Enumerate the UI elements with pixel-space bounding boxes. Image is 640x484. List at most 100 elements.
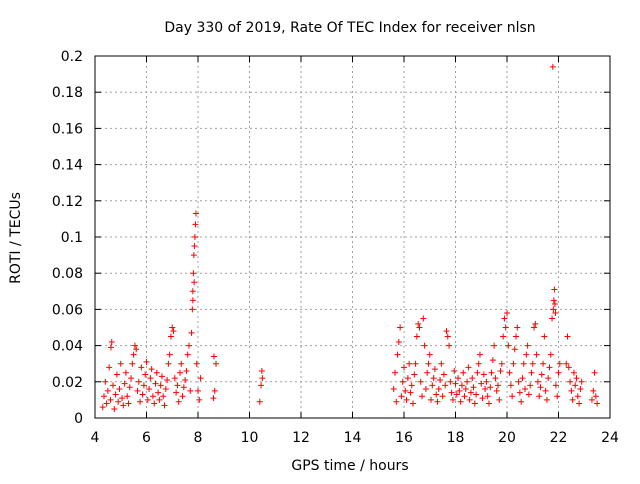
data-point xyxy=(211,387,218,394)
y-axis-label: ROTI / TECUs xyxy=(8,192,24,284)
data-point xyxy=(179,393,186,400)
data-point xyxy=(131,342,138,349)
data-point xyxy=(496,396,503,403)
data-point xyxy=(160,393,167,400)
data-point xyxy=(469,375,476,382)
data-point xyxy=(166,351,173,358)
data-point xyxy=(126,384,133,391)
data-point xyxy=(541,333,548,340)
data-point xyxy=(133,346,140,353)
data-point xyxy=(422,386,429,393)
data-point xyxy=(415,320,422,327)
data-point xyxy=(466,396,473,403)
data-point xyxy=(189,297,196,304)
data-point xyxy=(394,351,401,358)
data-point xyxy=(482,386,489,393)
x-tick-label: 16 xyxy=(395,430,413,446)
data-point xyxy=(519,375,526,382)
data-point xyxy=(507,382,514,389)
data-point xyxy=(106,364,113,371)
data-point xyxy=(176,369,183,376)
data-point xyxy=(138,364,145,371)
data-point xyxy=(461,393,468,400)
data-point xyxy=(191,279,198,286)
data-point xyxy=(500,333,507,340)
data-point xyxy=(531,324,538,331)
data-point xyxy=(447,378,454,385)
data-point xyxy=(103,400,110,407)
data-point xyxy=(185,342,192,349)
data-point xyxy=(124,393,131,400)
y-tick-label: 0.06 xyxy=(52,302,83,318)
data-point xyxy=(173,389,180,396)
data-point xyxy=(107,396,114,403)
data-point xyxy=(540,360,547,367)
data-point xyxy=(125,400,132,407)
data-point xyxy=(122,369,129,376)
data-point xyxy=(493,387,500,394)
data-point xyxy=(134,387,141,394)
data-point xyxy=(550,297,557,304)
data-point xyxy=(478,380,485,387)
data-point xyxy=(182,376,189,383)
data-point xyxy=(435,386,442,393)
data-point xyxy=(514,324,521,331)
data-point xyxy=(524,342,531,349)
data-point xyxy=(184,351,191,358)
data-point xyxy=(545,375,552,382)
data-point xyxy=(505,342,512,349)
data-point xyxy=(510,360,517,367)
data-point xyxy=(117,360,124,367)
data-point xyxy=(112,391,119,398)
data-point xyxy=(158,373,165,380)
data-point xyxy=(404,375,411,382)
y-tick-label: 0.18 xyxy=(52,85,83,101)
data-point xyxy=(433,391,440,398)
data-point xyxy=(107,344,114,351)
data-point xyxy=(180,384,187,391)
data-point xyxy=(537,384,544,391)
data-point xyxy=(448,389,455,396)
data-point xyxy=(188,329,195,336)
data-point xyxy=(536,393,543,400)
data-point xyxy=(120,402,127,409)
data-point xyxy=(104,387,111,394)
x-tick-label: 14 xyxy=(344,430,362,446)
data-point xyxy=(210,395,217,402)
data-point xyxy=(564,333,571,340)
data-point xyxy=(152,380,159,387)
data-point xyxy=(464,378,471,385)
data-point xyxy=(453,391,460,398)
data-point xyxy=(195,387,201,394)
data-point xyxy=(193,360,200,367)
data-point xyxy=(551,300,558,307)
data-point xyxy=(456,387,463,394)
data-point xyxy=(413,333,420,340)
data-point xyxy=(572,382,579,389)
data-point xyxy=(187,387,194,394)
data-point xyxy=(547,351,554,358)
data-point xyxy=(406,360,413,367)
x-tick-label: 4 xyxy=(91,430,100,446)
data-point xyxy=(573,375,580,382)
data-point xyxy=(411,371,418,378)
data-point xyxy=(393,398,400,405)
data-point xyxy=(256,398,263,405)
x-tick-label: 20 xyxy=(498,430,516,446)
data-point xyxy=(429,382,436,389)
data-point xyxy=(532,320,539,327)
data-point xyxy=(550,306,557,313)
data-point xyxy=(259,375,266,382)
data-point xyxy=(130,351,137,358)
data-point xyxy=(576,400,583,407)
data-point xyxy=(399,378,406,385)
data-point xyxy=(164,376,171,383)
data-point xyxy=(191,243,198,250)
data-point xyxy=(538,371,545,378)
data-point xyxy=(189,306,196,313)
x-tick-label: 24 xyxy=(601,430,619,446)
data-point xyxy=(551,286,558,293)
data-point xyxy=(552,310,559,317)
data-point xyxy=(417,378,424,385)
data-point xyxy=(99,404,106,411)
